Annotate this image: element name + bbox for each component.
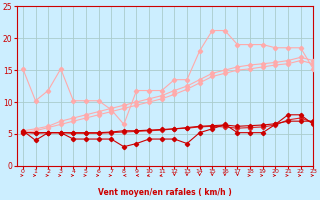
X-axis label: Vent moyen/en rafales ( km/h ): Vent moyen/en rafales ( km/h ) xyxy=(98,188,232,197)
